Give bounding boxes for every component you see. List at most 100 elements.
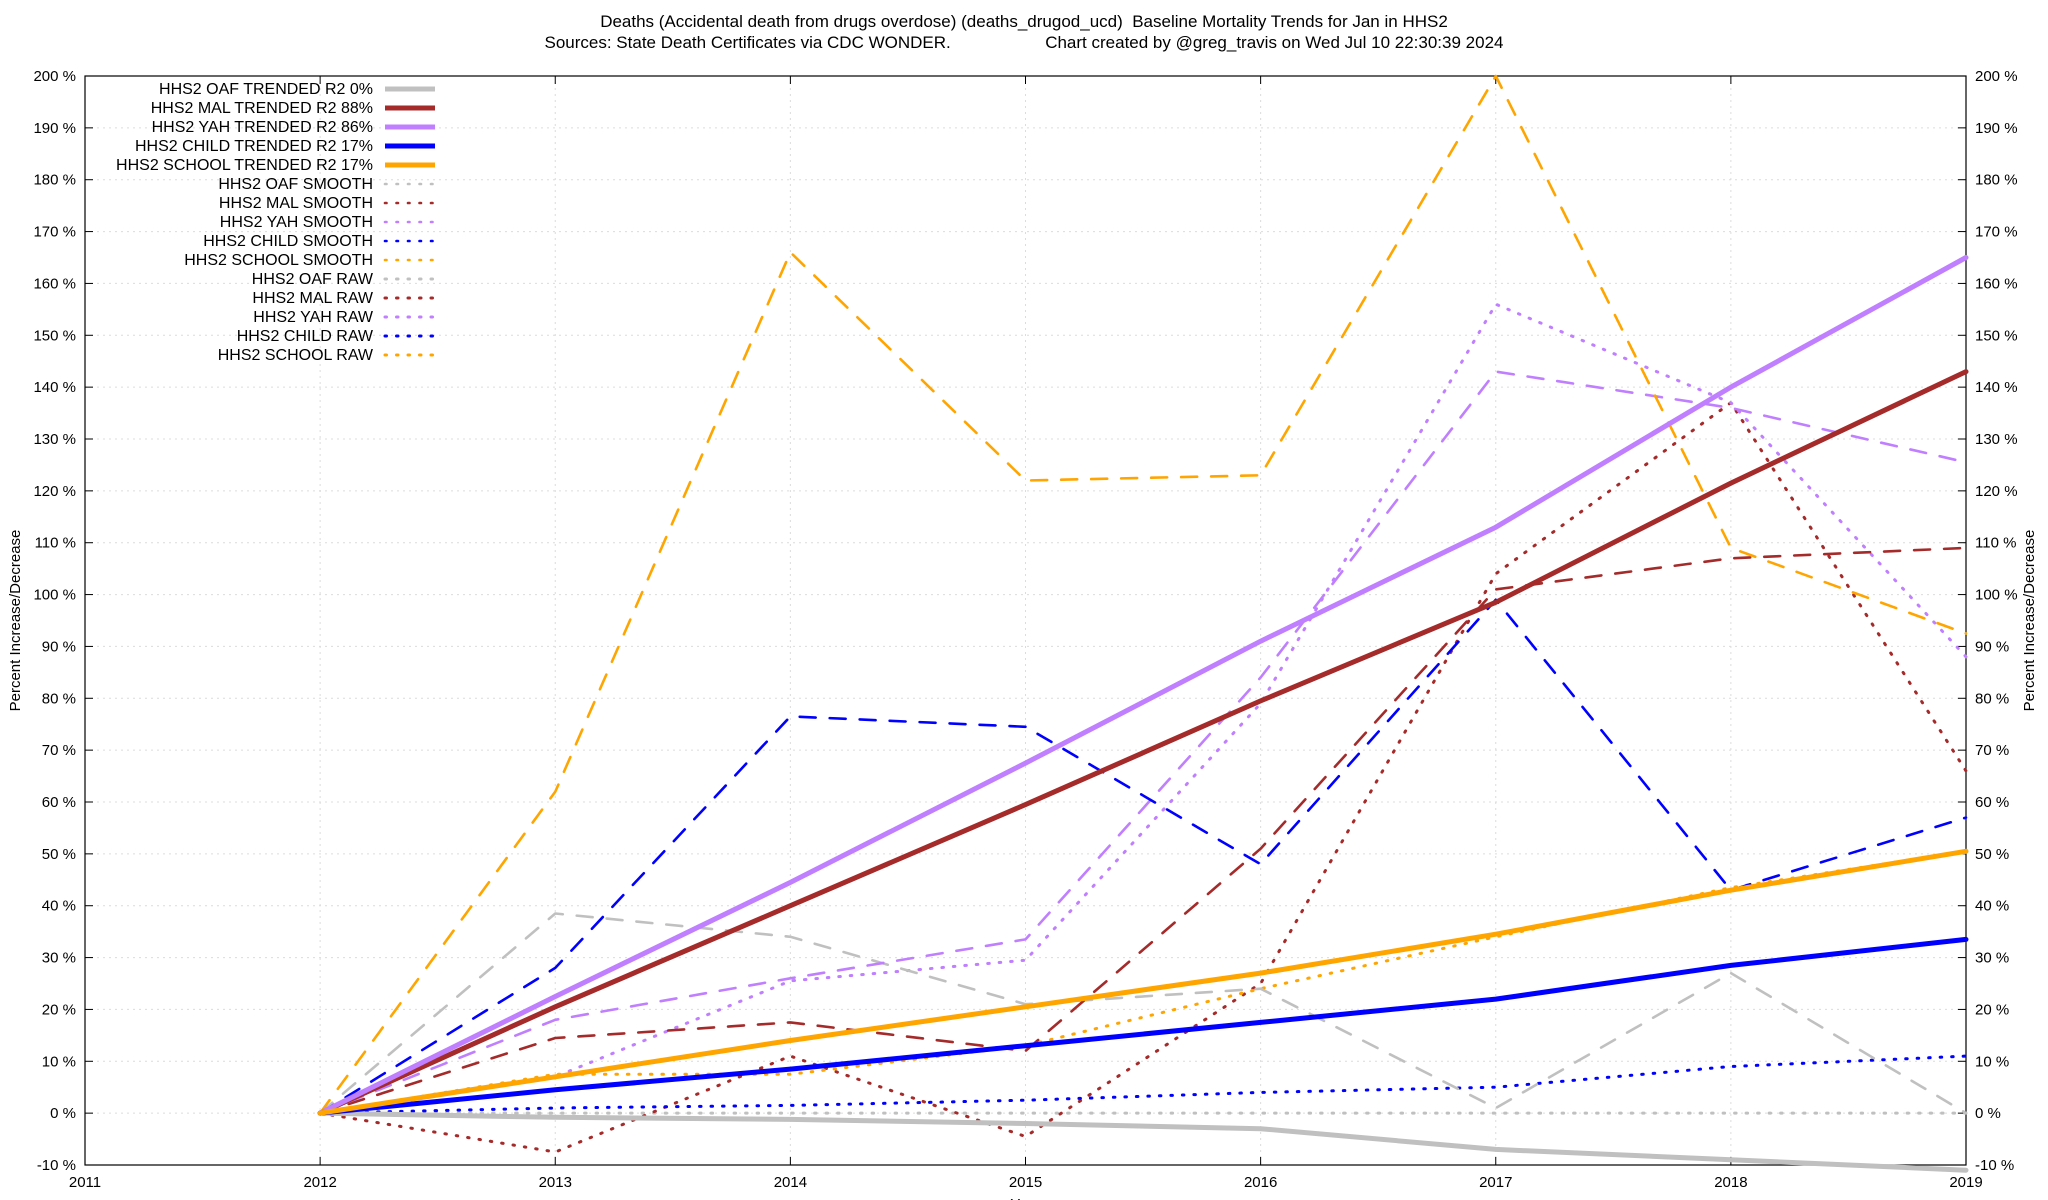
series-line-hhs2-school-trended-r2 [317, 848, 1969, 1116]
x-tick-label: 2016 [1244, 1174, 1277, 1191]
x-tick-label: 2017 [1479, 1174, 1512, 1191]
y-tick-label-right: 120 % [1975, 483, 2018, 500]
chart-sources: Sources: State Death Certificates via CD… [544, 33, 951, 52]
legend-label: HHS2 MAL TRENDED R2 88% [151, 100, 373, 117]
series-line-hhs2-child-trended-r2 [317, 936, 1969, 1116]
y-tick-label-right: 0 % [1975, 1105, 2001, 1122]
y-tick-label-right: 160 % [1975, 275, 2018, 292]
y-tick-label-left: 40 % [42, 898, 76, 915]
series-line-hhs2-child-raw [318, 1054, 1968, 1115]
legend-item-hhs2-child-trended-r2: HHS2 CHILD TRENDED R2 17% [135, 138, 435, 155]
legend-label: HHS2 OAF TRENDED R2 0% [159, 81, 373, 98]
legend-item-hhs2-yah-trended-r2: HHS2 YAH TRENDED R2 86% [152, 119, 435, 136]
legend-label: HHS2 MAL SMOOTH [219, 195, 373, 212]
y-tick-label-right: 20 % [1975, 1001, 2009, 1018]
legend-label: HHS2 SCHOOL RAW [218, 347, 374, 364]
y-tick-label-right: 110 % [1975, 535, 2016, 552]
x-tick-label: 2014 [774, 1174, 807, 1191]
y-tick-label-left: 140 % [33, 379, 76, 396]
y-tick-label-right: 90 % [1975, 638, 2009, 655]
legend-item-hhs2-yah-smooth: HHS2 YAH SMOOTH [220, 214, 437, 231]
series-line-hhs2-oaf-smooth [318, 912, 1968, 1115]
y-tick-label-right: 190 % [1975, 120, 2018, 137]
y-tick-label-left: 180 % [33, 172, 76, 189]
y-tick-label-left: 90 % [42, 638, 76, 655]
y-tick-label-right: 150 % [1975, 327, 2018, 344]
y2-axis-label: Percent Increase/Decrease [2021, 530, 2038, 712]
x-tick-label: 2012 [303, 1174, 336, 1191]
y-tick-label-right: 180 % [1975, 172, 2018, 189]
y-tick-label-left: 0 % [50, 1105, 76, 1122]
y-tick-label-right: 140 % [1975, 379, 2018, 396]
y-tick-label-right: 170 % [1975, 224, 2018, 241]
legend-label: HHS2 SCHOOL SMOOTH [184, 252, 373, 269]
y-tick-label-left: 70 % [42, 742, 76, 759]
chart-subtitle: Sources: State Death Certificates via CD… [0, 33, 2048, 53]
x-tick-label: 2013 [539, 1174, 572, 1191]
y-tick-label-left: 20 % [42, 1001, 76, 1018]
x-tick-label: 2011 [69, 1174, 101, 1191]
legend-label: HHS2 MAL RAW [252, 290, 374, 307]
axis-ticks: 2011 2012 2013 2014 2015 2016 2017 2018 2019-10 … [33, 68, 2017, 1191]
x-tick-label: 2019 [1949, 1174, 1982, 1191]
x-tick-label: 2018 [1714, 1174, 1747, 1191]
y-tick-label-left: 10 % [42, 1053, 76, 1070]
legend-label: HHS2 CHILD TRENDED R2 17% [135, 138, 373, 155]
y-tick-label-left: 110 % [35, 535, 76, 552]
y-tick-label-left: 200 % [33, 68, 76, 85]
series-line-hhs2-oaf-trended-r2 [317, 1110, 1969, 1173]
y-tick-label-right: -10 % [1975, 1157, 2014, 1174]
legend-label: HHS2 SCHOOL TRENDED R2 17% [116, 157, 373, 174]
series-line-hhs2-yah-smooth [318, 370, 1968, 1115]
y-tick-label-right: 80 % [1975, 690, 2009, 707]
x-axis-label: Year [1010, 1196, 1040, 1200]
legend-item-hhs2-mal-trended-r2: HHS2 MAL TRENDED R2 88% [151, 100, 435, 117]
series-lines [317, 74, 1969, 1173]
y-tick-label-left: 150 % [33, 327, 76, 344]
series-line-hhs2-yah-trended-r2 [317, 255, 1969, 1116]
legend-item-hhs2-child-raw: HHS2 CHILD RAW [237, 328, 437, 345]
y-tick-label-right: 10 % [1975, 1053, 2009, 1070]
y-tick-label-left: 170 % [33, 224, 76, 241]
legend-item-hhs2-mal-smooth: HHS2 MAL SMOOTH [219, 195, 437, 212]
legend-item-hhs2-yah-raw: HHS2 YAH RAW [253, 309, 437, 326]
series-line-hhs2-child-smooth [318, 598, 1968, 1115]
legend-label: HHS2 CHILD SMOOTH [203, 233, 373, 250]
legend-item-hhs2-school-smooth: HHS2 SCHOOL SMOOTH [184, 252, 437, 269]
legend-item-hhs2-child-smooth: HHS2 CHILD SMOOTH [203, 233, 437, 250]
series-line-hhs2-mal-trended-r2 [317, 369, 1969, 1116]
series-line-hhs2-mal-raw [318, 401, 1968, 1154]
series-line-hhs2-school-smooth [318, 74, 1968, 1115]
y-tick-label-left: 80 % [42, 690, 76, 707]
y-tick-label-right: 130 % [1975, 431, 2018, 448]
series-line-hhs2-mal-smooth [318, 546, 1968, 1115]
legend-label: HHS2 YAH RAW [253, 309, 374, 326]
y-tick-label-right: 100 % [1975, 587, 2018, 604]
y-tick-label-left: -10 % [37, 1157, 76, 1174]
legend-item-hhs2-oaf-smooth: HHS2 OAF SMOOTH [218, 176, 437, 193]
y-tick-label-right: 30 % [1975, 950, 2009, 967]
y-tick-label-left: 120 % [33, 483, 76, 500]
y-tick-label-left: 50 % [42, 846, 76, 863]
legend-label: HHS2 CHILD RAW [237, 328, 374, 345]
legend-label: HHS2 YAH SMOOTH [220, 214, 373, 231]
y-tick-label-right: 60 % [1975, 794, 2009, 811]
y-tick-label-right: 70 % [1975, 742, 2009, 759]
y-tick-label-right: 40 % [1975, 898, 2009, 915]
y-tick-label-left: 160 % [33, 275, 76, 292]
y-tick-label-right: 50 % [1975, 846, 2009, 863]
legend-item-hhs2-school-raw: HHS2 SCHOOL RAW [218, 347, 437, 364]
y-tick-label-left: 60 % [42, 794, 76, 811]
legend-item-hhs2-oaf-trended-r2: HHS2 OAF TRENDED R2 0% [159, 81, 435, 98]
x-tick-label: 2015 [1009, 1174, 1042, 1191]
y-tick-label-left: 100 % [33, 587, 76, 604]
y-tick-label-right: 200 % [1975, 68, 2018, 85]
y-tick-label-left: 190 % [33, 120, 76, 137]
legend-item-hhs2-mal-raw: HHS2 MAL RAW [252, 290, 437, 307]
legend-label: HHS2 YAH TRENDED R2 86% [152, 119, 373, 136]
legend-item-hhs2-oaf-raw: HHS2 OAF RAW [252, 271, 437, 288]
legend-item-hhs2-school-trended-r2: HHS2 SCHOOL TRENDED R2 17% [116, 157, 435, 174]
y-tick-label-left: 130 % [33, 431, 76, 448]
legend-label: HHS2 OAF SMOOTH [218, 176, 373, 193]
